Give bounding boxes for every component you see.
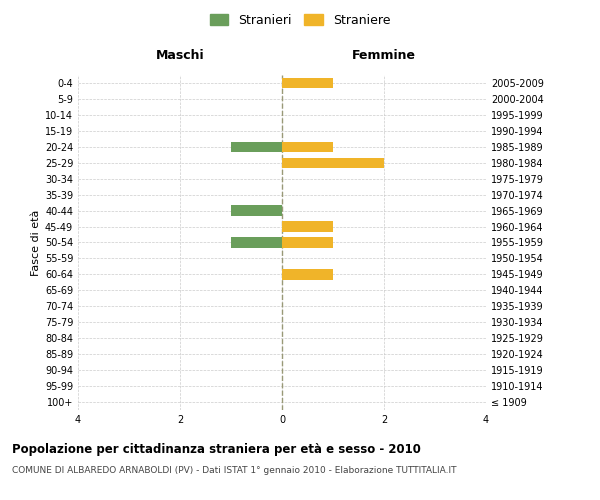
Y-axis label: Fasce di età: Fasce di età [31, 210, 41, 276]
Bar [282, 269, 333, 280]
Bar [231, 142, 282, 152]
Text: Maschi: Maschi [155, 49, 205, 62]
Bar [231, 206, 282, 216]
Bar [282, 142, 333, 152]
Text: Femmine: Femmine [352, 49, 416, 62]
Bar [282, 238, 333, 248]
Bar [282, 78, 333, 88]
Text: Popolazione per cittadinanza straniera per età e sesso - 2010: Popolazione per cittadinanza straniera p… [12, 442, 421, 456]
Bar [282, 158, 384, 168]
Legend: Stranieri, Straniere: Stranieri, Straniere [205, 8, 395, 32]
Text: COMUNE DI ALBAREDO ARNABOLDI (PV) - Dati ISTAT 1° gennaio 2010 - Elaborazione TU: COMUNE DI ALBAREDO ARNABOLDI (PV) - Dati… [12, 466, 457, 475]
Bar [231, 238, 282, 248]
Bar [282, 222, 333, 232]
